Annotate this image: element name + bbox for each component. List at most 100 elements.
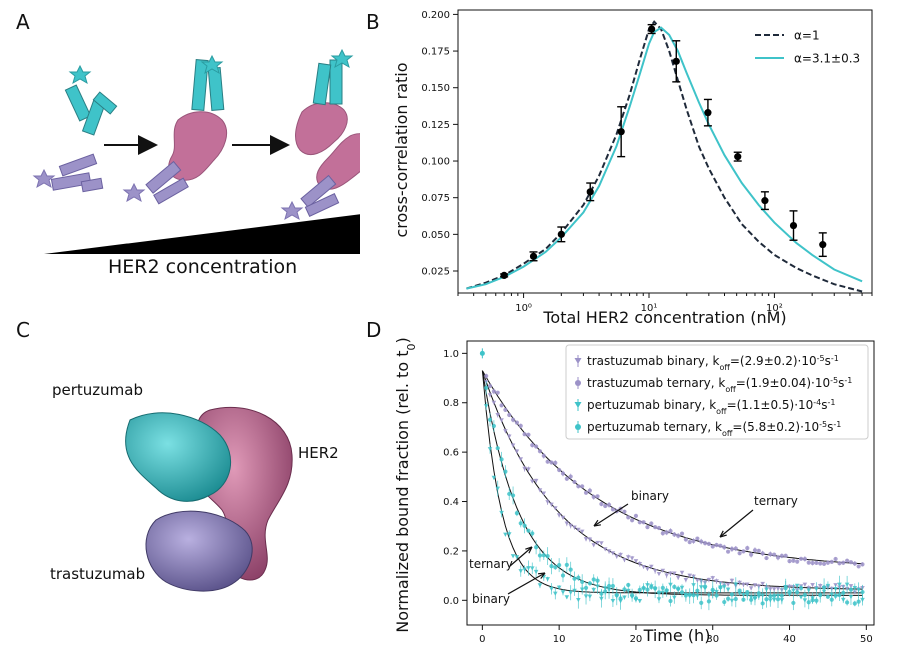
chart-d-point <box>779 553 784 558</box>
chart-d-point <box>741 593 746 598</box>
chart-d-point <box>587 581 592 586</box>
chart-d-point <box>760 581 765 587</box>
chart-d-point <box>679 570 685 575</box>
chart-d-point <box>514 449 520 454</box>
chart-d-point <box>802 556 807 562</box>
chart-d-point <box>656 597 662 602</box>
chart-d-point <box>583 490 589 495</box>
chart-d-point <box>591 587 597 593</box>
chart-d-point <box>695 588 700 593</box>
chart-d-point <box>553 565 558 570</box>
chart-d-point <box>537 583 543 588</box>
chart-d-point <box>737 580 742 585</box>
chart-d-point <box>825 560 831 565</box>
chart-d-point <box>637 520 642 525</box>
chart-d-point <box>718 543 723 548</box>
chart-d-point <box>752 583 758 588</box>
chart-d-point <box>795 590 800 595</box>
chart-d-point <box>806 560 811 565</box>
chart-d-point <box>503 532 508 537</box>
chart-d-point <box>695 578 700 583</box>
chart-d-point <box>518 457 524 462</box>
chart-d-point <box>833 587 838 592</box>
chart-d-point <box>580 579 585 585</box>
chart-d-point <box>756 548 761 553</box>
chart-d-point <box>729 546 735 552</box>
chart-d-point <box>495 446 500 451</box>
chart-d-point <box>829 597 834 602</box>
chart-d-point <box>833 593 838 598</box>
chart-d-point <box>641 564 646 570</box>
chart-d-point <box>564 595 570 600</box>
chart-b: 10⁰ 10¹ 10² 0.025 0.050 0.075 0.100 0.125 0.150 0… <box>392 9 873 327</box>
chart-d-point <box>576 575 581 580</box>
chart-d-point <box>749 552 754 557</box>
chart-d-point <box>529 479 535 484</box>
chart-d-point <box>821 561 827 567</box>
chart-d-point <box>572 479 577 485</box>
chart-d-annotation-arrow <box>507 572 546 595</box>
chart-d-point <box>610 551 616 556</box>
chart-d-point <box>587 594 593 599</box>
chart-d-point <box>679 590 685 595</box>
chart-d-point <box>725 582 731 587</box>
chart-d-point <box>856 599 861 604</box>
chart-d-point <box>725 587 731 592</box>
chart-d-point <box>637 561 643 567</box>
chart-d-point <box>487 393 493 398</box>
chart-d-point <box>664 530 669 535</box>
chart-d-point <box>802 582 808 587</box>
chart-d-point <box>852 561 857 566</box>
chart-b-frame <box>457 9 873 294</box>
chart-d-xtick-label: 20 <box>630 634 643 645</box>
chart-d-point <box>695 536 700 541</box>
chart-b-ytick-label: 0.175 <box>421 47 450 58</box>
chart-d-xtick-label: 40 <box>783 634 796 645</box>
chart-d-point <box>837 592 842 598</box>
chart-d-point <box>860 589 865 595</box>
chart-d-point <box>733 582 739 587</box>
chart-d-point <box>749 597 754 602</box>
chart-d-point <box>522 523 527 528</box>
chart-d-point <box>683 593 688 598</box>
chart-d-point <box>852 601 857 606</box>
chart-d-point <box>484 373 489 379</box>
chart-d-point <box>676 533 681 538</box>
chart-d-point <box>560 515 566 520</box>
chart-d-point <box>487 447 493 452</box>
chart-d-point <box>603 503 608 509</box>
chart-d-arrowhead <box>525 546 533 554</box>
chart-d-point <box>810 598 815 603</box>
chart-d-point <box>741 582 746 587</box>
panel-b-letter: B <box>366 10 380 34</box>
chart-d-point <box>622 558 627 563</box>
chart-d-point <box>791 588 796 593</box>
chart-d-point <box>764 587 769 592</box>
chart-d-point <box>768 587 773 592</box>
chart-d-point <box>510 493 516 498</box>
chart-d-point <box>553 506 558 511</box>
chart-d-point <box>764 555 769 561</box>
chart-b-point <box>789 221 798 230</box>
chart-d-point <box>622 587 627 592</box>
chart-d-point <box>675 575 681 580</box>
chart-b-xtick-label: 10¹ <box>641 303 658 314</box>
chart-d-point <box>564 521 570 526</box>
chart-d-point <box>553 591 558 596</box>
chart-d-point <box>499 418 504 423</box>
chart-d-point <box>591 577 596 582</box>
chart-d-point <box>507 412 512 418</box>
chart-d-point <box>533 569 539 575</box>
chart-d-point <box>614 593 619 598</box>
chart-d-point <box>568 523 573 529</box>
chart-d-point <box>534 444 539 449</box>
chart-d-point <box>499 403 504 408</box>
chart-d-point <box>656 571 662 577</box>
chart-b-point <box>617 128 625 136</box>
chart-d-point <box>848 560 854 565</box>
chart-d-point <box>483 404 489 409</box>
chart-d-point <box>526 566 531 571</box>
chart-d-point <box>649 584 654 590</box>
chart-d-point <box>802 592 807 598</box>
chart-d-point <box>706 599 711 604</box>
